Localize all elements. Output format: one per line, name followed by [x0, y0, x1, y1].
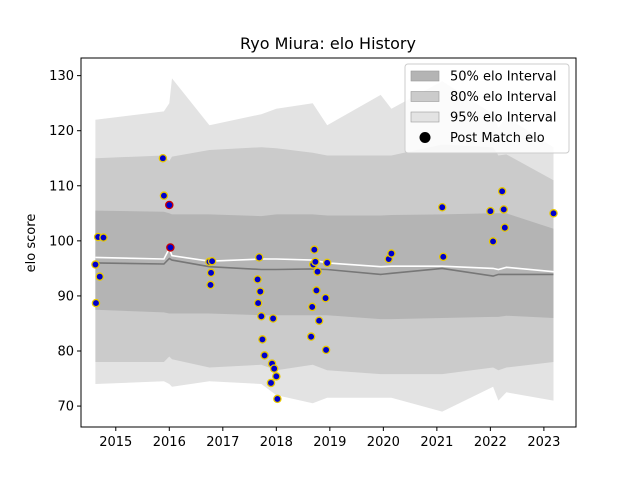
data-point-5	[158, 153, 168, 163]
data-point-38	[387, 249, 396, 258]
x-tick-label-7: 2022	[474, 435, 507, 450]
data-point-40	[439, 252, 448, 262]
y-axis-label: elo score	[24, 214, 39, 273]
legend-box	[404, 63, 570, 154]
x-tick-label-1: 2016	[153, 435, 186, 450]
data-point-16	[256, 287, 265, 296]
legend-swatch-1	[410, 91, 440, 102]
legend-swatch-0	[410, 70, 440, 82]
chart-title: Ryo Miura: elo History	[240, 34, 416, 53]
y-tick-label-6: 130	[49, 69, 74, 84]
data-point-30	[311, 257, 320, 267]
data-point-27	[307, 302, 317, 312]
data-point-11	[206, 268, 216, 278]
data-point-32	[313, 267, 322, 276]
x-tick-label-2: 2017	[206, 435, 239, 450]
data-point-41	[486, 206, 495, 216]
data-point-13	[253, 275, 262, 284]
x-tick-label-3: 2018	[260, 435, 293, 450]
data-point-20	[266, 378, 276, 388]
y-tick-label-3: 100	[49, 234, 74, 249]
legend-label-1: 80% elo Interval	[450, 90, 557, 105]
y-tick-label-1: 80	[57, 344, 74, 359]
data-point-44	[499, 205, 509, 214]
x-tick-label-0: 2015	[99, 435, 132, 450]
data-point-22	[268, 314, 278, 323]
legend-swatch-2	[410, 111, 440, 123]
data-point-3	[95, 272, 104, 281]
data-point-12	[207, 256, 217, 266]
series-line-0	[95, 246, 554, 273]
data-point-1	[91, 298, 101, 308]
plot-area	[91, 78, 558, 412]
data-point-31	[312, 286, 321, 295]
x-tick-label-8: 2023	[527, 435, 560, 450]
legend-label-2: 95% elo Interval	[450, 111, 557, 126]
data-point-18	[258, 335, 267, 344]
data-point-45	[500, 223, 510, 232]
data-point-10	[206, 280, 215, 290]
data-point-19	[260, 351, 269, 360]
x-tick-label-6: 2021	[420, 435, 453, 450]
data-point-23	[269, 364, 279, 373]
x-tick-label-4: 2019	[313, 435, 346, 450]
data-point-25	[273, 394, 282, 404]
legend-label-0: 50% elo Interval	[450, 70, 557, 85]
data-point-0	[91, 260, 100, 269]
y-tick-label-5: 120	[49, 124, 74, 139]
data-point-7	[165, 200, 174, 210]
axes: 2015 2016 2017 2018 2019 2020 2021 2022 2023 70 80…	[49, 57, 577, 450]
legend-swatch-3	[419, 132, 431, 143]
data-point-43	[497, 187, 507, 196]
data-point-24	[272, 372, 281, 381]
legend-label-3: Post Match elo	[450, 131, 545, 146]
data-point-39	[437, 203, 447, 212]
data-point-46	[549, 209, 558, 218]
data-point-8	[166, 243, 175, 252]
data-point-17	[257, 312, 266, 321]
data-point-34	[321, 293, 330, 303]
data-point-4	[99, 233, 108, 242]
x-tick-label-5: 2020	[367, 435, 400, 450]
data-point-15	[254, 253, 264, 262]
y-tick-label-2: 90	[57, 289, 74, 304]
y-tick-label-4: 110	[49, 179, 74, 194]
data-point-35	[321, 345, 331, 355]
data-point-26	[306, 332, 316, 341]
data-point-6	[159, 191, 169, 200]
data-point-33	[314, 316, 324, 325]
axes-frame	[80, 57, 577, 428]
data-point-29	[310, 245, 319, 254]
data-point-14	[253, 298, 263, 308]
data-point-36	[322, 258, 332, 268]
legend: 50% elo Interval 80% elo Interval 95% elo …	[404, 63, 570, 154]
y-tick-label-0: 70	[57, 400, 74, 415]
data-point-42	[488, 237, 498, 246]
